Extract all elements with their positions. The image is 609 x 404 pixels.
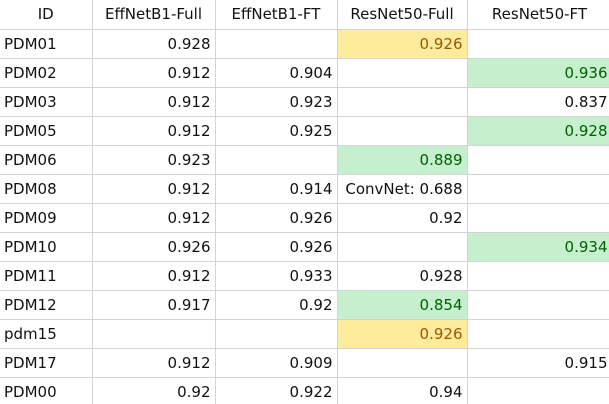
row-id-cell[interactable]: PDM11 bbox=[0, 261, 93, 291]
cell-effnetb1-full[interactable]: 0.912 bbox=[92, 58, 216, 88]
cell-effnetb1-ft[interactable]: 0.914 bbox=[215, 174, 338, 204]
cell-resnet50-ft[interactable]: 0.915 bbox=[467, 348, 609, 378]
cell-resnet50-full[interactable]: 0.928 bbox=[337, 261, 468, 291]
row-id-cell[interactable]: PDM03 bbox=[0, 87, 93, 117]
row-id-cell[interactable]: PDM01 bbox=[0, 29, 93, 59]
table-row: PDM08 0.912 0.914 ConvNet: 0.688 bbox=[0, 174, 609, 204]
cell-resnet50-full[interactable] bbox=[337, 58, 468, 88]
cell-effnetb1-ft[interactable]: 0.922 bbox=[215, 377, 338, 404]
cell-effnetb1-ft[interactable]: 0.925 bbox=[215, 116, 338, 146]
row-id-cell[interactable]: PDM06 bbox=[0, 145, 93, 175]
table-row: PDM01 0.928 0.926 bbox=[0, 29, 609, 59]
table-row: PDM10 0.926 0.926 0.934 bbox=[0, 232, 609, 262]
cell-effnetb1-ft[interactable]: 0.926 bbox=[215, 232, 338, 262]
cell-resnet50-ft[interactable]: 0.928 bbox=[467, 116, 609, 146]
cell-resnet50-ft[interactable] bbox=[467, 290, 609, 320]
row-id-cell[interactable]: PDM10 bbox=[0, 232, 93, 262]
table-row: PDM17 0.912 0.909 0.915 bbox=[0, 348, 609, 378]
cell-effnetb1-ft[interactable]: 0.92 bbox=[215, 290, 338, 320]
cell-resnet50-ft[interactable] bbox=[467, 174, 609, 204]
row-id-cell[interactable]: PDM02 bbox=[0, 58, 93, 88]
cell-effnetb1-ft[interactable]: 0.909 bbox=[215, 348, 338, 378]
cell-effnetb1-ft[interactable] bbox=[215, 145, 338, 175]
cell-resnet50-full[interactable] bbox=[337, 87, 468, 117]
table-row: PDM12 0.917 0.92 0.854 bbox=[0, 290, 609, 320]
header-cell-effnetb1-ft[interactable]: EffNetB1-FT bbox=[215, 0, 338, 30]
row-id-cell[interactable]: PDM09 bbox=[0, 203, 93, 233]
cell-resnet50-ft[interactable]: 0.837 bbox=[467, 87, 609, 117]
table-row: pdm15 0.926 bbox=[0, 319, 609, 349]
cell-effnetb1-full[interactable]: 0.912 bbox=[92, 203, 216, 233]
cell-resnet50-ft[interactable] bbox=[467, 319, 609, 349]
cell-resnet50-ft[interactable] bbox=[467, 261, 609, 291]
cell-effnetb1-ft[interactable]: 0.904 bbox=[215, 58, 338, 88]
cell-effnetb1-full[interactable]: 0.912 bbox=[92, 174, 216, 204]
row-id-cell[interactable]: PDM12 bbox=[0, 290, 93, 320]
cell-resnet50-ft[interactable] bbox=[467, 145, 609, 175]
row-id-cell[interactable]: PDM05 bbox=[0, 116, 93, 146]
cell-resnet50-full[interactable]: ConvNet: 0.688 bbox=[337, 174, 468, 204]
cell-resnet50-ft[interactable] bbox=[467, 203, 609, 233]
cell-resnet50-full[interactable]: 0.854 bbox=[337, 290, 468, 320]
cell-resnet50-ft[interactable] bbox=[467, 377, 609, 404]
table-row: PDM02 0.912 0.904 0.936 bbox=[0, 58, 609, 88]
cell-effnetb1-ft[interactable]: 0.933 bbox=[215, 261, 338, 291]
row-id-cell[interactable]: pdm15 bbox=[0, 319, 93, 349]
cell-effnetb1-ft[interactable]: 0.923 bbox=[215, 87, 338, 117]
cell-resnet50-ft[interactable] bbox=[467, 29, 609, 59]
table-row: PDM03 0.912 0.923 0.837 bbox=[0, 87, 609, 117]
cell-effnetb1-full[interactable] bbox=[92, 319, 216, 349]
cell-effnetb1-full[interactable]: 0.928 bbox=[92, 29, 216, 59]
cell-effnetb1-full[interactable]: 0.917 bbox=[92, 290, 216, 320]
table-row: PDM00 0.92 0.922 0.94 bbox=[0, 377, 609, 404]
cell-effnetb1-full[interactable]: 0.912 bbox=[92, 348, 216, 378]
header-row: ID EffNetB1-Full EffNetB1-FT ResNet50-Fu… bbox=[0, 0, 609, 30]
cell-resnet50-full[interactable] bbox=[337, 116, 468, 146]
cell-resnet50-full[interactable] bbox=[337, 232, 468, 262]
table-row: PDM09 0.912 0.926 0.92 bbox=[0, 203, 609, 233]
row-id-cell[interactable]: PDM17 bbox=[0, 348, 93, 378]
cell-resnet50-full[interactable] bbox=[337, 348, 468, 378]
header-cell-effnetb1-full[interactable]: EffNetB1-Full bbox=[92, 0, 216, 30]
row-id-cell[interactable]: PDM08 bbox=[0, 174, 93, 204]
cell-effnetb1-full[interactable]: 0.92 bbox=[92, 377, 216, 404]
cell-effnetb1-full[interactable]: 0.923 bbox=[92, 145, 216, 175]
cell-resnet50-full[interactable]: 0.926 bbox=[337, 29, 468, 59]
table-row: PDM11 0.912 0.933 0.928 bbox=[0, 261, 609, 291]
cell-resnet50-ft[interactable]: 0.936 bbox=[467, 58, 609, 88]
cell-resnet50-full[interactable]: 0.92 bbox=[337, 203, 468, 233]
cell-resnet50-full[interactable]: 0.889 bbox=[337, 145, 468, 175]
cell-resnet50-ft[interactable]: 0.934 bbox=[467, 232, 609, 262]
cell-resnet50-full[interactable]: 0.926 bbox=[337, 319, 468, 349]
header-cell-id[interactable]: ID bbox=[0, 0, 93, 30]
cell-effnetb1-full[interactable]: 0.912 bbox=[92, 261, 216, 291]
cell-effnetb1-full[interactable]: 0.912 bbox=[92, 87, 216, 117]
cell-effnetb1-ft[interactable] bbox=[215, 319, 338, 349]
header-cell-resnet50-ft[interactable]: ResNet50-FT bbox=[467, 0, 609, 30]
table-row: PDM05 0.912 0.925 0.928 bbox=[0, 116, 609, 146]
cell-resnet50-full[interactable]: 0.94 bbox=[337, 377, 468, 404]
cell-effnetb1-ft[interactable] bbox=[215, 29, 338, 59]
cell-effnetb1-full[interactable]: 0.926 bbox=[92, 232, 216, 262]
cell-effnetb1-ft[interactable]: 0.926 bbox=[215, 203, 338, 233]
table-row: PDM06 0.923 0.889 bbox=[0, 145, 609, 175]
cell-effnetb1-full[interactable]: 0.912 bbox=[92, 116, 216, 146]
row-id-cell[interactable]: PDM00 bbox=[0, 377, 93, 404]
header-cell-resnet50-full[interactable]: ResNet50-Full bbox=[337, 0, 468, 30]
